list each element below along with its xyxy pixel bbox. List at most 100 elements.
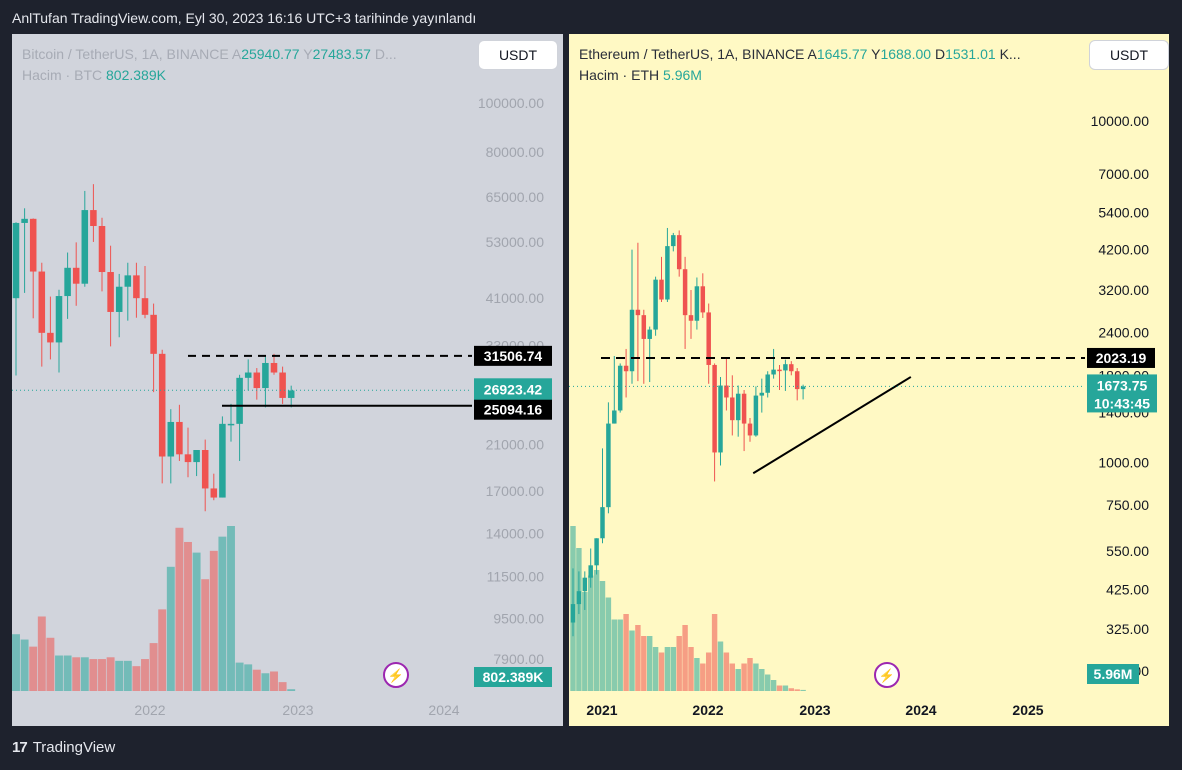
volume-bar (776, 685, 783, 691)
time-tick-label: 2022 (692, 702, 723, 718)
volume-bar (747, 658, 753, 691)
volume-bar (605, 597, 612, 691)
candle-body (706, 312, 711, 365)
volume-bar (46, 637, 55, 691)
candle-body (682, 269, 688, 316)
time-tick-label: 2024 (428, 702, 459, 718)
volume-bar (664, 647, 671, 691)
support-price-label-bg (474, 399, 552, 420)
resistance-price-label: 31506.74 (484, 348, 543, 364)
volume-bar (12, 634, 20, 691)
eth-chart-panel[interactable]: 10000.00 7000.00 5400.00 4200.00 3200.00 2400… (569, 34, 1169, 726)
candle-body (576, 591, 582, 605)
resistance-price-label: 2023.19 (1096, 350, 1147, 366)
eth-legend-more: K... (999, 46, 1021, 62)
price-tick-label: 2400.00 (1098, 325, 1149, 341)
price-tick-label: 325.00 (1106, 621, 1149, 637)
volume-bar (700, 663, 706, 691)
btc-chart-panel[interactable]: 100000.00 80000.00 65000.00 53000.00 41000.0… (12, 34, 563, 726)
volume-bar (287, 689, 296, 691)
volume-bar (682, 625, 688, 691)
support-price-label: 25094.16 (484, 402, 543, 418)
volume-bar (106, 657, 115, 691)
volume-bar (227, 526, 235, 691)
eth-legend-a: A1645.77 (807, 46, 868, 62)
btc-currency-button[interactable]: USDT (478, 40, 558, 70)
resistance-price-label-bg (474, 345, 552, 366)
candle-body (55, 296, 63, 343)
btc-chart-svg[interactable]: 100000.00 80000.00 65000.00 53000.00 41000.0… (12, 34, 563, 726)
lightning-icon-glyph: ⚡ (879, 668, 895, 684)
volume-price-label: 802.389K (483, 669, 544, 685)
eth-legend: Ethereum / TetherUS, 1A, BINANCE A1645.7… (579, 46, 1021, 62)
candle-body (753, 395, 759, 436)
volume-bar (166, 566, 175, 691)
candle-body (665, 246, 670, 300)
candle-body (747, 423, 753, 436)
eth-currency-button[interactable]: USDT (1089, 40, 1169, 70)
price-tick-label: 750.00 (1106, 497, 1149, 513)
volume-bar (717, 641, 724, 691)
volume-bar (711, 614, 718, 691)
volume-bar (800, 689, 806, 691)
price-tick-label: 11500.00 (487, 569, 545, 585)
volume-bar (270, 671, 278, 691)
tradingview-logo-icon[interactable]: 17 (12, 739, 28, 756)
time-tick-label: 2021 (586, 702, 617, 718)
volume-bar (641, 636, 647, 691)
volume-bar (244, 664, 253, 691)
volume-bar (652, 647, 659, 691)
price-tick-label: 14000.00 (486, 526, 545, 542)
candle-body (72, 267, 80, 284)
price-tick-label: 41000.00 (486, 290, 545, 306)
volume-bar (278, 682, 287, 691)
eth-chart-svg[interactable]: 10000.00 7000.00 5400.00 4200.00 3200.00 2400… (569, 34, 1169, 726)
last-price-label: 1673.75 (1097, 377, 1148, 393)
candle-body (688, 315, 694, 321)
candle-body (588, 565, 593, 578)
volume-bar (788, 688, 795, 691)
volume-bar (261, 673, 270, 691)
volume-bar (735, 669, 741, 691)
volume-bar (55, 655, 63, 691)
candle-body (783, 364, 788, 371)
candle-body (124, 275, 132, 287)
volume-bar (192, 552, 201, 691)
candle-body (653, 279, 658, 330)
volume-bar (115, 660, 124, 691)
volume-bar (20, 639, 29, 691)
volume-bar (37, 616, 46, 691)
volume-bar (576, 548, 582, 691)
volume-bar (658, 652, 665, 691)
candle-body (184, 454, 192, 463)
candle-body (724, 385, 729, 398)
volume-bar (123, 660, 132, 691)
candle-body (219, 423, 226, 498)
price-tick-label: 65000.00 (486, 189, 545, 205)
candle-body (800, 386, 806, 390)
candle-body (253, 372, 261, 389)
volume-bar (770, 680, 777, 691)
lightning-icon-glyph: ⚡ (388, 668, 404, 684)
volume-bar (764, 674, 771, 691)
volume-bar (611, 619, 618, 691)
footer-brand[interactable]: TradingView (32, 739, 116, 756)
price-tick-label: 550.00 (1106, 543, 1149, 559)
eth-symbol[interactable]: Ethereum / TetherUS, 1A, BINANCE (579, 46, 805, 62)
btc-symbol[interactable]: Bitcoin / TetherUS, 1A, BINANCE (22, 46, 229, 62)
countdown-label: 10:43:45 (1094, 395, 1150, 411)
candle-body (279, 372, 286, 398)
candle-body (98, 226, 106, 273)
candle-body (201, 450, 209, 489)
btc-legend: Bitcoin / TetherUS, 1A, BINANCE A25940.7… (22, 46, 397, 62)
volume-bar (676, 636, 682, 691)
candle-body (641, 315, 647, 339)
price-tick-label: 1000.00 (1098, 454, 1149, 470)
volume-bar (794, 689, 800, 691)
candle-body (227, 423, 235, 426)
candle-body (21, 218, 28, 223)
candle-body (629, 309, 635, 372)
volume-bar (599, 581, 606, 691)
candle-body (794, 371, 800, 390)
btc-legend-more: D... (374, 46, 397, 62)
